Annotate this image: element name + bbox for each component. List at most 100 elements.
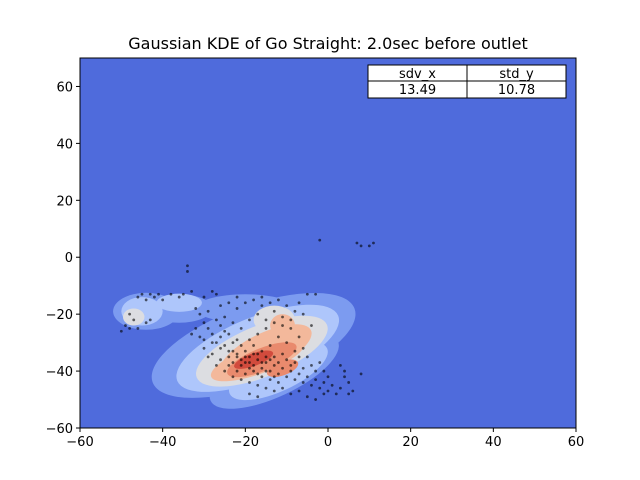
data-point xyxy=(277,381,280,384)
data-point xyxy=(243,361,247,364)
data-point xyxy=(248,361,251,364)
data-point xyxy=(215,363,218,367)
data-point xyxy=(190,289,194,293)
data-point xyxy=(305,375,309,379)
data-point xyxy=(351,389,355,393)
data-point xyxy=(256,352,260,356)
data-point xyxy=(322,392,326,396)
data-point xyxy=(235,295,239,299)
x-tick-label: 20 xyxy=(402,435,419,450)
data-point xyxy=(297,389,301,393)
y-tick-label: −40 xyxy=(46,365,73,380)
data-point xyxy=(260,361,264,364)
data-point xyxy=(219,358,222,362)
data-point xyxy=(359,372,363,376)
data-point xyxy=(343,375,346,379)
data-point xyxy=(256,312,260,316)
data-point xyxy=(318,361,322,364)
data-point xyxy=(239,358,243,362)
data-point xyxy=(235,369,239,373)
data-point xyxy=(339,363,342,367)
data-point xyxy=(268,301,272,305)
x-tick-label: −40 xyxy=(149,435,176,450)
data-point xyxy=(231,361,235,364)
data-point xyxy=(132,318,136,322)
data-point xyxy=(318,238,322,242)
data-point xyxy=(260,375,264,379)
data-point xyxy=(169,292,173,296)
y-tick-label: −60 xyxy=(46,422,73,437)
data-point xyxy=(314,378,317,382)
data-point xyxy=(177,295,181,299)
data-point xyxy=(260,304,264,308)
data-point xyxy=(285,341,289,345)
scatter-points xyxy=(119,238,375,401)
data-point xyxy=(215,341,218,345)
data-point xyxy=(285,358,289,362)
data-point xyxy=(281,366,284,370)
data-point xyxy=(268,378,272,382)
data-point xyxy=(144,321,148,325)
data-point xyxy=(128,312,132,316)
data-point xyxy=(305,355,309,359)
data-point xyxy=(285,375,289,379)
data-point xyxy=(289,326,293,330)
data-point xyxy=(310,324,313,327)
data-point xyxy=(314,369,317,373)
data-point xyxy=(235,307,239,310)
data-point xyxy=(181,292,185,296)
data-point xyxy=(277,335,280,339)
data-point xyxy=(223,369,227,373)
data-point xyxy=(235,355,239,359)
data-point xyxy=(223,315,227,319)
data-point xyxy=(128,326,132,330)
data-point xyxy=(372,241,375,245)
data-point xyxy=(157,292,160,296)
data-point xyxy=(252,352,256,356)
data-point xyxy=(289,318,293,322)
data-point xyxy=(318,386,322,390)
data-point xyxy=(326,389,330,393)
data-point xyxy=(227,355,231,359)
data-point xyxy=(215,292,218,296)
data-point xyxy=(248,338,251,342)
data-point xyxy=(231,375,235,379)
data-point xyxy=(297,335,301,339)
y-tick-label: 0 xyxy=(65,251,73,266)
data-point xyxy=(264,355,268,359)
data-point xyxy=(243,349,247,353)
data-point xyxy=(227,332,231,336)
data-point xyxy=(359,244,363,248)
data-point xyxy=(297,301,301,305)
data-point xyxy=(219,304,222,308)
data-point xyxy=(243,301,247,305)
data-point xyxy=(219,346,222,350)
data-point xyxy=(272,375,276,379)
data-point xyxy=(272,363,276,367)
data-point xyxy=(256,372,260,376)
data-point xyxy=(347,381,351,384)
density-level-3 xyxy=(122,308,145,326)
data-point xyxy=(339,386,342,390)
stats-table: sdv_x std_y 13.49 10.78 xyxy=(367,64,567,99)
table-header-std-y: std_y xyxy=(499,67,534,82)
y-axis: −60 −40 −20 0 20 40 60 xyxy=(46,80,80,437)
data-point xyxy=(293,349,297,353)
data-point xyxy=(256,383,260,387)
data-point xyxy=(235,338,239,342)
data-point xyxy=(260,295,264,299)
data-point xyxy=(256,332,260,336)
data-point xyxy=(326,375,330,379)
data-point xyxy=(314,398,317,401)
data-point xyxy=(148,318,152,322)
data-point xyxy=(264,369,268,373)
data-point xyxy=(301,381,305,384)
data-point xyxy=(260,366,264,370)
data-point xyxy=(186,270,189,273)
data-point xyxy=(231,349,235,353)
data-point xyxy=(198,335,202,339)
data-point xyxy=(194,307,198,310)
data-point xyxy=(289,363,293,367)
data-point xyxy=(210,332,214,336)
